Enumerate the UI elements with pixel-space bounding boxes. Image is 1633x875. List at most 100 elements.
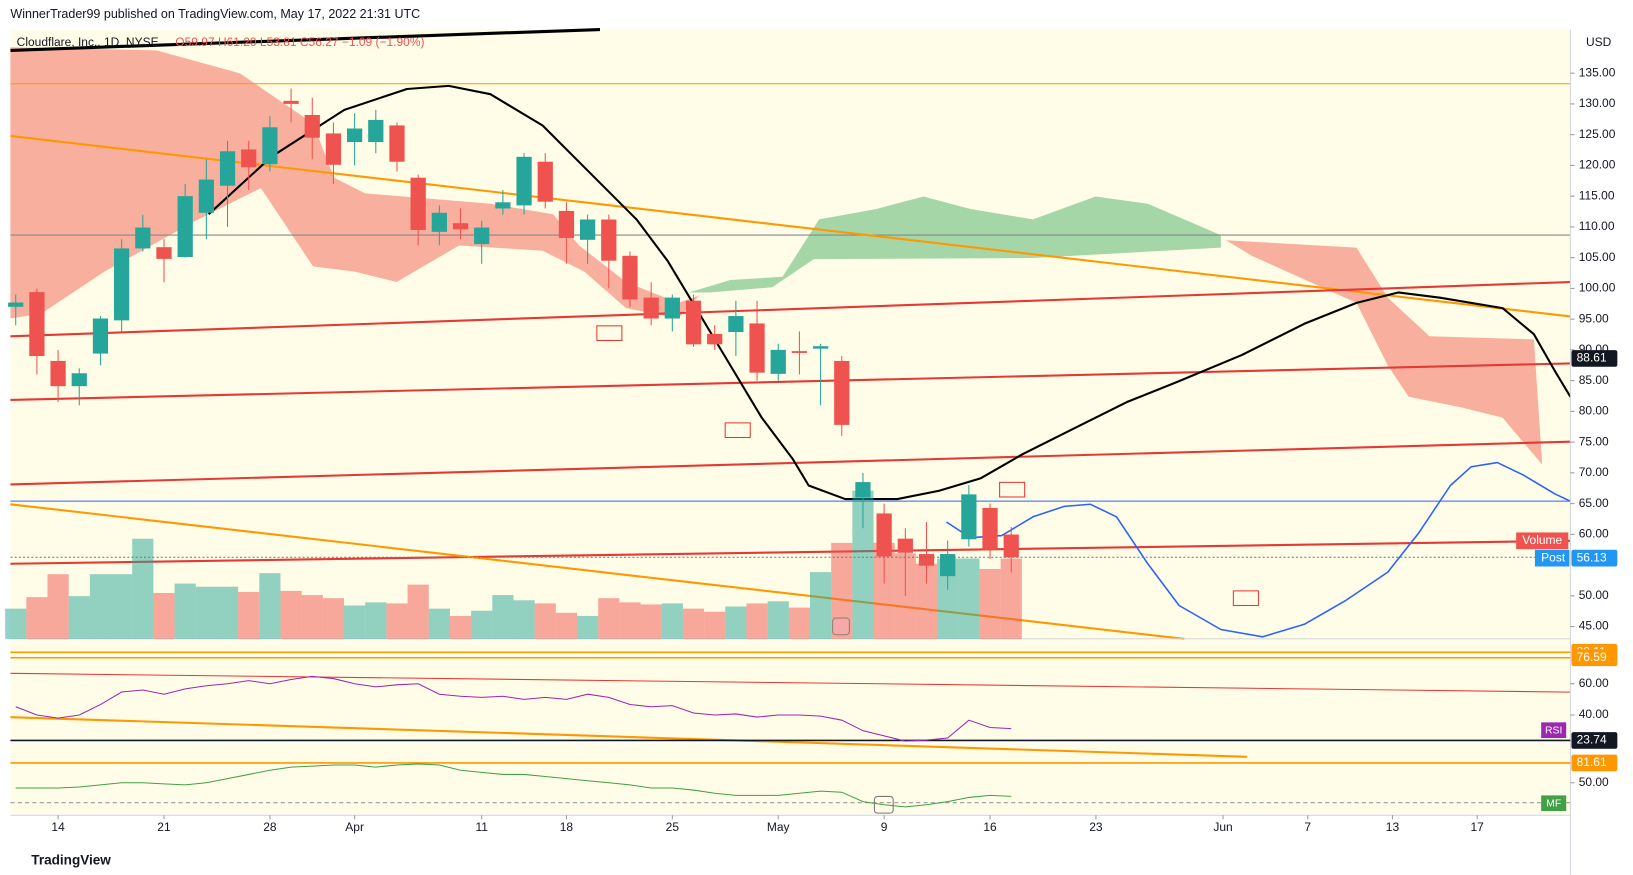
price-label: 88.61: [1577, 351, 1607, 365]
brand: TradingView: [31, 853, 111, 868]
volume-bar: [301, 595, 323, 639]
flag: [724, 422, 751, 439]
x-tick-label: 17: [1471, 820, 1485, 834]
volume-tag-label: Volume: [1522, 533, 1562, 547]
y-tick-label: 80.00: [1579, 404, 1609, 418]
y-tick-label: 75.00: [1579, 434, 1609, 448]
volume-bar: [746, 603, 768, 639]
candle-body: [283, 100, 299, 104]
candle-body: [961, 494, 977, 540]
volume-bar: [449, 615, 472, 639]
candle-body: [601, 219, 617, 261]
candle-body: [1003, 534, 1019, 558]
x-tick-label: 25: [666, 820, 680, 834]
volume-bar: [216, 586, 239, 639]
y-tick-label: 115.00: [1579, 188, 1615, 202]
rsi-tag: [1541, 722, 1567, 739]
candle-body: [897, 538, 913, 553]
volume-tag: [1516, 532, 1569, 550]
rsi-line: [15, 675, 1012, 742]
candle-body: [728, 316, 744, 333]
trendline: [10, 27, 601, 52]
volume-bar: [471, 610, 493, 639]
rsi-name: RSI: [1545, 725, 1562, 736]
cloud-bear: [1226, 240, 1543, 465]
volume-bar: [682, 608, 705, 639]
y-tick-label: 70.00: [1579, 465, 1609, 479]
level-label: 81.61: [1577, 755, 1607, 769]
mf-pane: [10, 743, 1571, 815]
y-tick-label: 50.00: [1579, 775, 1609, 789]
trendline: [10, 440, 1571, 486]
volume-bar: [873, 542, 895, 639]
post-name: Post: [1541, 550, 1566, 564]
candle-body: [474, 227, 490, 245]
y-tick-label: 135.00: [1579, 65, 1616, 79]
indicators: [10, 27, 1572, 804]
candle-body: [114, 248, 130, 321]
volume-bar: [937, 558, 959, 639]
candle-body: [410, 177, 426, 230]
volume-bar: [598, 598, 620, 639]
x-tick-label: 14: [51, 820, 65, 834]
candle-body: [812, 346, 829, 349]
volume-bar: [89, 574, 112, 639]
candle-body: [579, 219, 596, 240]
trendline: [10, 672, 1571, 693]
y-tick-label: 105.00: [1579, 250, 1616, 264]
volume-bar: [365, 602, 387, 639]
x-tick-label: 18: [560, 820, 574, 834]
volume-bar: [619, 602, 641, 639]
volume-bar: [5, 608, 27, 639]
candle-body: [8, 302, 24, 307]
candle-body: [855, 482, 871, 498]
symbol: Cloudflare, Inc., 1D, NYSE: [17, 35, 159, 49]
candle-body: [537, 161, 553, 202]
candle-body: [431, 212, 447, 232]
x-tick-label: 13: [1386, 820, 1400, 834]
volume-bar: [344, 605, 366, 639]
candle-body: [50, 360, 66, 387]
trendline: [10, 362, 1571, 401]
volume-bar: [894, 553, 916, 639]
trendline: [10, 134, 1571, 318]
volume-bar: [1000, 558, 1022, 639]
x-tick-label: Jun: [1213, 820, 1232, 834]
volume-bar: [407, 584, 429, 639]
price-badge: [1571, 350, 1618, 367]
mf-tag: [1541, 795, 1567, 812]
published: WinnerTrader99 published on TradingView.…: [10, 7, 420, 21]
rsi-pane: [10, 639, 1571, 742]
y-tick-label: 40.00: [1579, 707, 1609, 721]
x-tick-label: 21: [157, 820, 171, 834]
candle-body: [198, 179, 214, 213]
volume-bar: [174, 583, 196, 639]
candle-body: [135, 227, 151, 249]
y-tick-label: 125.00: [1579, 127, 1616, 141]
candle-body: [368, 119, 384, 143]
x-tick-label: 28: [263, 820, 277, 834]
candle-body: [749, 323, 765, 373]
y-tick-label: 60.00: [1579, 527, 1609, 541]
x-tick-label: 23: [1089, 820, 1103, 834]
volume-bar: [979, 568, 1001, 639]
volume-bar: [704, 611, 726, 639]
ohlc-legend: O59.97 H61.20 L53.81 C56.27 −1.09 (−1.90…: [175, 35, 424, 49]
candle-body: [177, 196, 193, 258]
y-tick-label: 130.00: [1579, 96, 1616, 110]
level-badge: [1571, 754, 1618, 772]
candle-body: [834, 360, 850, 425]
volume-bar: [195, 586, 217, 639]
x-tick-label: 9: [881, 820, 888, 834]
candle-body: [262, 127, 278, 165]
volume-bar: [259, 573, 281, 639]
candle-body: [304, 114, 320, 138]
volume-bar: [26, 597, 48, 639]
volume-bar: [322, 598, 345, 639]
candle-body: [325, 133, 342, 165]
volume-bar: [577, 615, 599, 639]
candle-body: [516, 156, 532, 206]
candle-body: [664, 297, 680, 319]
mf-line: [15, 763, 1012, 808]
